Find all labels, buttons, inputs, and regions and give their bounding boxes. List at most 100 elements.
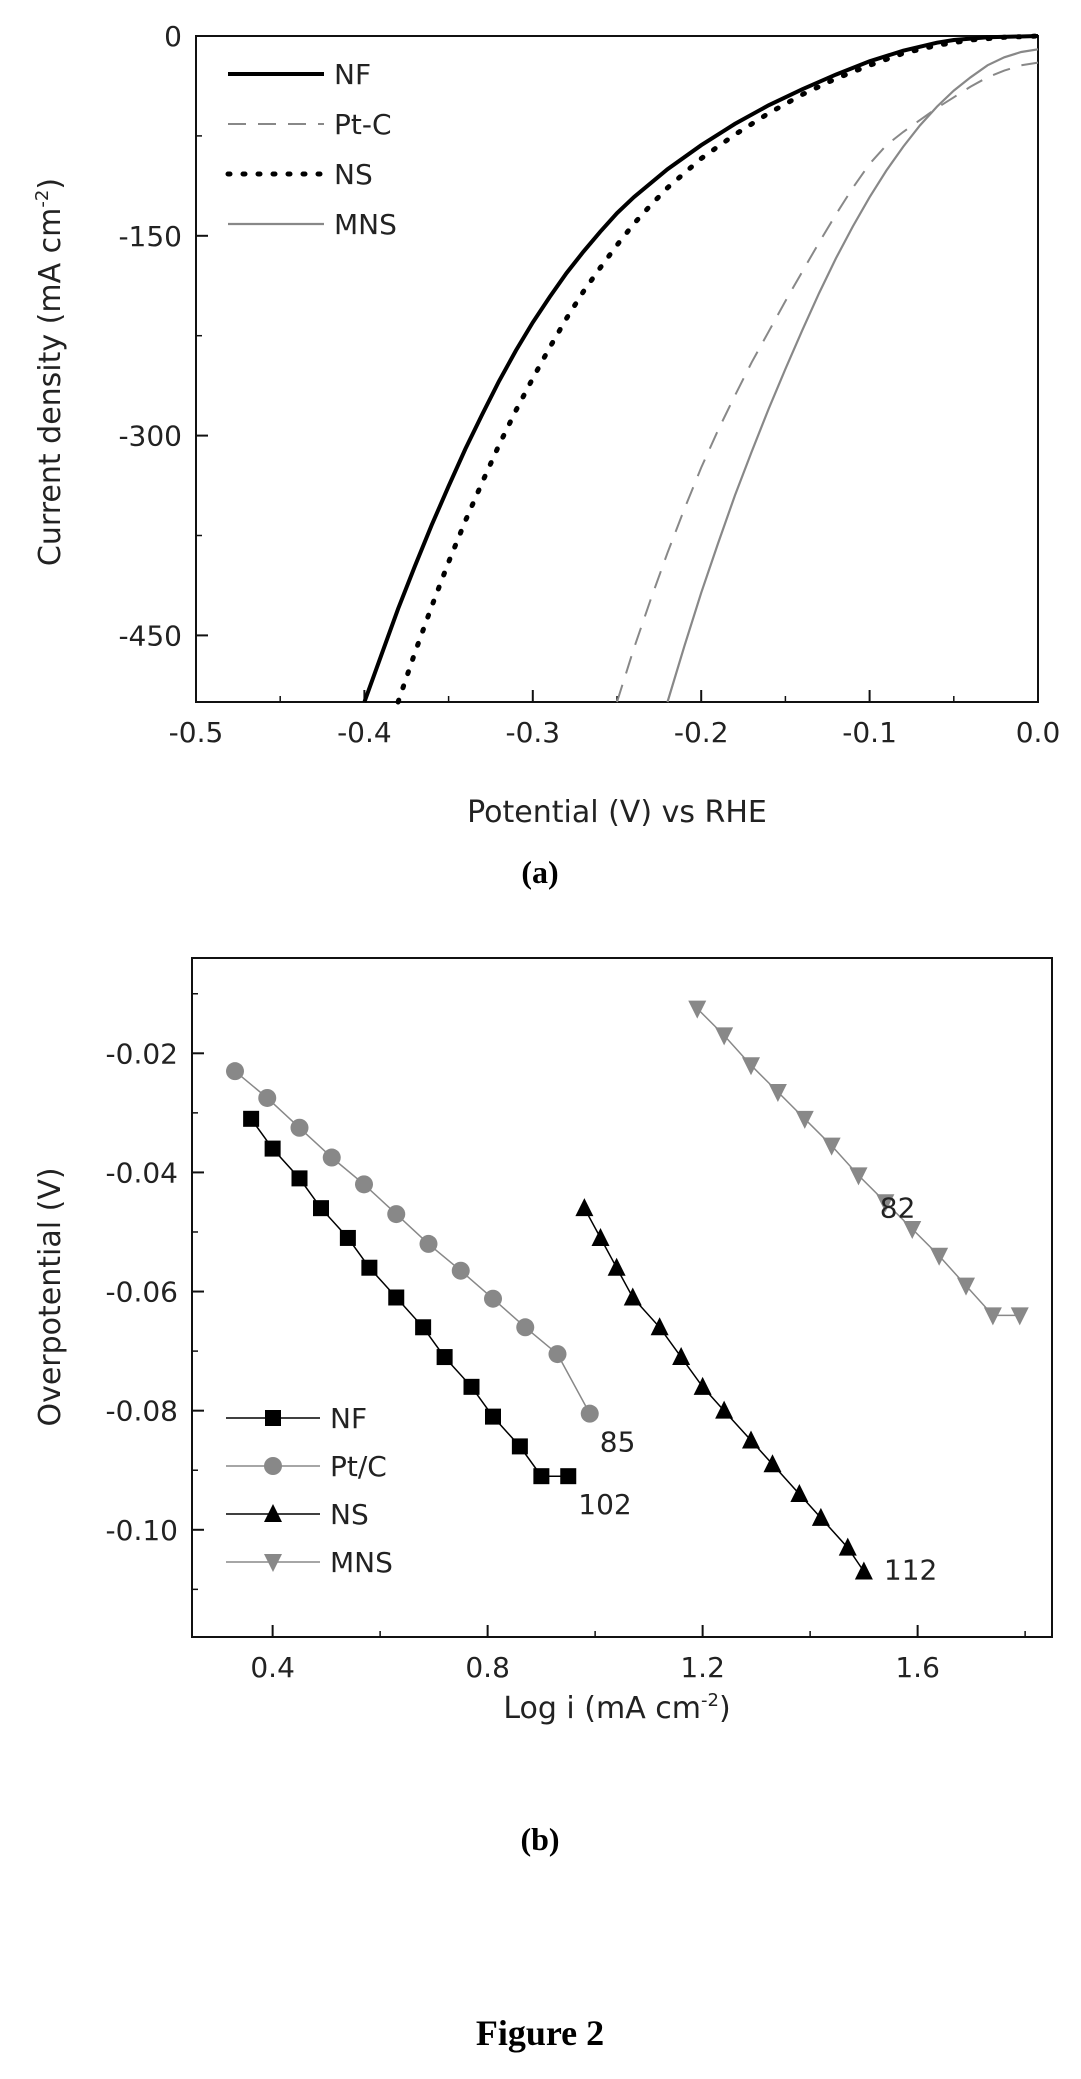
panel-a-legend: NF Pt-C NS MNS bbox=[225, 58, 397, 241]
panel-b-point-mns bbox=[983, 1307, 1002, 1326]
panel-b-point-ns bbox=[591, 1227, 610, 1246]
figure-caption: Figure 2 bbox=[476, 2013, 604, 2053]
panel-a: -0.5 -0.4 -0.3 -0.2 -0.1 0.0 0 -150 -300 -450 NF P… bbox=[32, 20, 1060, 890]
panel-b-point-ns bbox=[672, 1347, 691, 1366]
panel-b-point-nf bbox=[415, 1319, 432, 1336]
panel-b-point-nf bbox=[436, 1349, 453, 1366]
panel-b-point-nf bbox=[291, 1170, 308, 1187]
panel-b-point-ns bbox=[742, 1430, 760, 1449]
panel-b-legend-label: MNS bbox=[330, 1546, 393, 1579]
panel-b-point-pt-c bbox=[322, 1148, 341, 1167]
panel-b-xtick-label: 0.4 bbox=[250, 1651, 295, 1684]
panel-b-ytick-label: -0.10 bbox=[106, 1514, 178, 1547]
panel-b-point-mns bbox=[822, 1137, 841, 1156]
panel-b-legend-marker bbox=[264, 1504, 282, 1522]
panel-a-xtick-label: -0.2 bbox=[674, 716, 729, 749]
panel-b-point-mns bbox=[742, 1057, 760, 1076]
panel-a-xtick-label: -0.5 bbox=[169, 716, 224, 749]
panel-b-point-ns bbox=[623, 1287, 642, 1306]
panel-b-point-mns bbox=[876, 1194, 895, 1213]
panel-b-point-mns bbox=[768, 1084, 787, 1103]
panel-b-point-pt-c bbox=[258, 1088, 277, 1107]
panel-b-point-mns bbox=[715, 1027, 734, 1046]
panel-b-point-pt-c bbox=[355, 1175, 373, 1194]
panel-b-point-pt-c bbox=[290, 1118, 309, 1137]
panel-b-point-nf bbox=[243, 1110, 260, 1127]
panel-a-ylabel-main: Current density (mA cm bbox=[33, 208, 68, 566]
panel-b-legend-label: NF bbox=[330, 1402, 367, 1435]
panel-a-xtick-label: -0.1 bbox=[842, 716, 897, 749]
panel-b-xlabel: Log i (mA cm-2) bbox=[503, 1690, 730, 1726]
panel-b: 0.4 0.8 1.2 1.6 -0.02 -0.04 -0.06 -0.08 -0.10 NF… bbox=[33, 957, 1053, 1857]
panel-b-legend-label: Pt/C bbox=[330, 1450, 387, 1483]
panel-a-legend-label: MNS bbox=[334, 208, 397, 241]
panel-b-point-pt-c bbox=[226, 1062, 244, 1081]
panel-b-point-pt-c bbox=[548, 1345, 567, 1364]
panel-b-tafel-label-mns: 82 bbox=[880, 1191, 916, 1224]
panel-b-point-pt-c bbox=[580, 1404, 599, 1423]
panel-a-ytick-label: -450 bbox=[118, 619, 182, 652]
panel-b-point-nf bbox=[463, 1378, 480, 1395]
panel-b-legend: NF Pt/C NS MNS bbox=[226, 1402, 393, 1579]
panel-b-point-nf bbox=[361, 1259, 378, 1276]
panel-b-ylabel: Overpotential (V) bbox=[33, 1167, 68, 1426]
panel-a-xlabel: Potential (V) vs RHE bbox=[467, 795, 767, 830]
panel-b-point-pt-c bbox=[419, 1234, 438, 1253]
panel-b-ticks bbox=[192, 992, 1026, 1637]
panel-b-series bbox=[226, 1000, 1029, 1580]
panel-b-tafel-label-ns: 112 bbox=[884, 1553, 937, 1586]
panel-a-xtick-label: -0.3 bbox=[505, 716, 560, 749]
panel-b-point-pt-c bbox=[516, 1318, 535, 1337]
panel-a-legend-label: NS bbox=[334, 158, 373, 191]
panel-b-xtick-label: 0.8 bbox=[465, 1651, 510, 1684]
panel-b-tafel-label-pt-c: 85 bbox=[600, 1426, 636, 1459]
panel-b-ytick-label: -0.04 bbox=[106, 1156, 178, 1189]
panel-b-point-mns bbox=[903, 1221, 922, 1240]
panel-b-point-ns bbox=[650, 1317, 669, 1336]
panel-a-ytick-label: -300 bbox=[118, 420, 182, 453]
panel-a-label: (a) bbox=[521, 854, 558, 890]
panel-b-frame bbox=[191, 957, 1053, 1638]
panel-b-legend-marker bbox=[265, 1410, 281, 1426]
panel-b-point-pt-c bbox=[387, 1205, 406, 1224]
panel-b-point-ns bbox=[607, 1257, 626, 1276]
panel-b-point-mns bbox=[930, 1247, 949, 1266]
panel-b-point-ns bbox=[811, 1507, 830, 1526]
panel-a-tick-labels: -0.5 -0.4 -0.3 -0.2 -0.1 0.0 0 -150 -300 -450 bbox=[118, 20, 1060, 749]
panel-b-tick-labels: 0.4 0.8 1.2 1.6 -0.02 -0.04 -0.06 -0.08 -0.10 bbox=[106, 1037, 940, 1684]
panel-a-ylabel-sup: -2 bbox=[32, 190, 53, 208]
panel-a-series-pt-c bbox=[616, 61, 1039, 703]
panel-b-ytick-label: -0.06 bbox=[106, 1276, 178, 1309]
panel-b-legend-marker bbox=[264, 1457, 282, 1475]
panel-a-series bbox=[362, 33, 1041, 705]
panel-a-series-ns bbox=[395, 33, 1041, 705]
panel-a-ylabel-close: ) bbox=[33, 178, 68, 190]
panel-b-xtick-label: 1.2 bbox=[680, 1651, 725, 1684]
panel-a-xtick-label: -0.4 bbox=[337, 716, 392, 749]
panel-b-xlabel-close: ) bbox=[719, 1691, 731, 1726]
panel-b-point-ns bbox=[854, 1561, 873, 1580]
panel-a-ytick-label: 0 bbox=[164, 20, 182, 53]
panel-b-point-nf bbox=[388, 1289, 405, 1306]
panel-b-point-mns bbox=[849, 1167, 868, 1186]
panel-a-legend-label: NF bbox=[334, 58, 371, 91]
panel-b-ytick-label: -0.02 bbox=[106, 1037, 178, 1070]
panel-b-point-ns bbox=[838, 1537, 857, 1556]
panel-b-point-ns bbox=[715, 1400, 734, 1419]
panel-b-xtick-label: 1.6 bbox=[895, 1651, 940, 1684]
panel-b-point-mns bbox=[688, 1000, 707, 1019]
panel-b-point-ns bbox=[693, 1376, 712, 1395]
panel-b-point-nf bbox=[339, 1229, 356, 1246]
panel-b-point-mns bbox=[1010, 1307, 1029, 1326]
panel-b-point-mns bbox=[795, 1110, 814, 1129]
panel-b-point-nf bbox=[485, 1408, 501, 1425]
panel-a-series-nf bbox=[362, 34, 1039, 703]
panel-b-point-mns bbox=[957, 1277, 975, 1296]
panel-a-ylabel: Current density (mA cm-2) bbox=[32, 178, 68, 566]
panel-b-ytick-label: -0.08 bbox=[106, 1395, 178, 1428]
panel-b-point-pt-c bbox=[451, 1261, 470, 1280]
panel-b-point-ns bbox=[790, 1484, 809, 1503]
panel-b-legend-label: NS bbox=[330, 1498, 369, 1531]
panel-b-xlabel-main: Log i (mA cm bbox=[503, 1691, 701, 1726]
